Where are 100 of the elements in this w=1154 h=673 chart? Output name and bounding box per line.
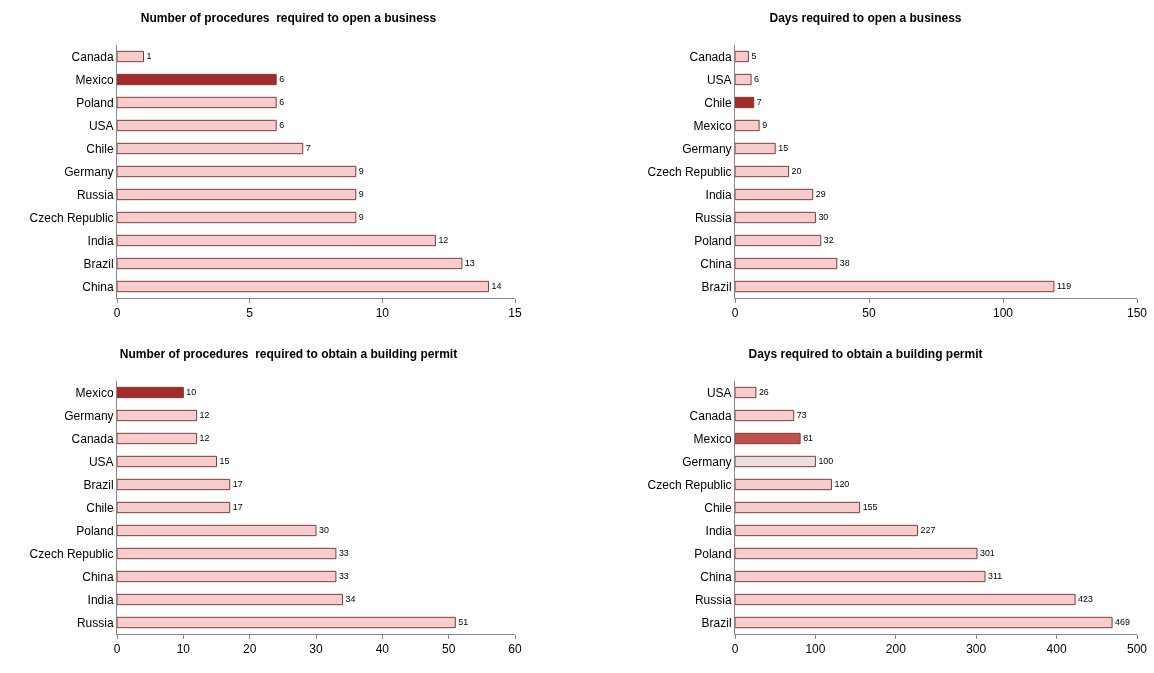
y-tick-label: China [82, 279, 114, 294]
y-tick-label: India [87, 233, 114, 248]
y-tick-label: Czech Republic [29, 210, 114, 225]
y-tick-label: Czech Republic [29, 546, 114, 561]
y-tick-label: Germany [64, 164, 114, 179]
y-tick-label: Mexico [75, 72, 114, 87]
bar [117, 211, 357, 224]
bar [735, 211, 816, 224]
bar [735, 165, 790, 178]
data-label: 1 [146, 51, 152, 62]
x-tick-label: 0 [113, 306, 121, 321]
y-tick-label: Canada [689, 408, 732, 423]
bar [735, 409, 795, 422]
bar [735, 478, 832, 491]
data-label: 81 [803, 433, 814, 444]
data-label: 7 [756, 97, 762, 108]
y-tick-label: Canada [71, 431, 114, 446]
y-tick-label: India [705, 187, 732, 202]
y-tick-label: Brazil [701, 615, 732, 630]
y-tick-label: USA [88, 454, 114, 469]
x-tick-label: 0 [731, 306, 739, 321]
y-tick-label: China [82, 569, 114, 584]
chart-title: Days required to open a business [769, 10, 962, 25]
bar [735, 570, 986, 583]
data-label: 33 [338, 571, 349, 582]
x-tick-label: 0 [731, 642, 739, 657]
data-label: 73 [796, 410, 807, 421]
y-tick-label: Poland [694, 233, 732, 248]
bar [117, 165, 357, 178]
data-label: 13 [464, 258, 475, 269]
x-tick-label: 400 [1046, 642, 1067, 657]
data-label: 9 [358, 212, 364, 223]
y-tick-label: Russia [694, 210, 732, 225]
bar [117, 234, 436, 247]
bar [117, 501, 231, 514]
y-tick-label: Russia [694, 592, 732, 607]
y-tick-label: Russia [76, 615, 114, 630]
bar [117, 188, 357, 201]
x-tick-label: 10 [176, 642, 191, 657]
bar [735, 257, 838, 270]
data-label: 17 [232, 502, 243, 513]
data-label: 15 [778, 143, 789, 154]
y-tick-label: Germany [682, 454, 732, 469]
bar [735, 593, 1076, 606]
data-label: 17 [232, 479, 243, 490]
chart-title: Number of procedures required to obtain a building permit [119, 346, 458, 361]
data-label: 30 [319, 525, 329, 536]
data-label: 9 [762, 120, 768, 131]
data-label: 155 [862, 502, 878, 513]
x-tick-label: 300 [966, 642, 987, 657]
y-tick-label: Mexico [693, 431, 732, 446]
bar [117, 73, 277, 86]
data-label: 15 [219, 456, 230, 467]
y-tick-label: India [87, 592, 114, 607]
y-tick-label: Poland [76, 95, 114, 110]
x-tick-label: 150 [1126, 306, 1148, 321]
bar [735, 188, 814, 201]
bar [735, 386, 757, 399]
bar [117, 119, 277, 132]
x-tick-label: 5 [246, 306, 254, 321]
bar [735, 96, 755, 109]
data-label: 227 [920, 525, 936, 536]
data-label: 6 [279, 97, 285, 108]
bar [117, 96, 277, 109]
data-label: 14 [491, 281, 502, 292]
bar [735, 50, 749, 63]
x-tick-label: 100 [992, 306, 1014, 321]
y-tick-label: Czech Republic [647, 477, 732, 492]
x-tick-label: 60 [508, 642, 522, 657]
data-label: 32 [823, 235, 834, 246]
x-tick-label: 500 [1126, 642, 1148, 657]
data-label: 29 [815, 189, 826, 200]
data-label: 20 [791, 166, 802, 177]
data-label: 119 [1056, 281, 1072, 292]
data-label: 5 [751, 51, 757, 62]
data-label: 38 [839, 258, 850, 269]
data-label: 12 [199, 433, 210, 444]
y-tick-label: USA [706, 72, 732, 87]
data-label: 51 [458, 617, 469, 628]
y-tick-label: USA [706, 385, 732, 400]
y-tick-label: Chile [704, 500, 732, 515]
x-tick-label: 50 [441, 642, 456, 657]
x-tick-label: 40 [375, 642, 390, 657]
data-label: 469 [1115, 617, 1130, 628]
y-tick-label: Czech Republic [647, 164, 732, 179]
data-label: 6 [279, 74, 285, 85]
y-tick-label: Chile [86, 141, 114, 156]
bar [735, 73, 752, 86]
bar [117, 524, 317, 537]
y-tick-label: China [700, 256, 732, 271]
data-label: 301 [980, 548, 995, 559]
bar [735, 142, 776, 155]
y-tick-label: Brazil [701, 279, 732, 294]
x-tick-label: 200 [885, 642, 907, 657]
data-label: 9 [358, 166, 364, 177]
bar [117, 455, 217, 468]
data-label: 6 [754, 74, 760, 85]
data-label: 10 [186, 387, 197, 398]
y-tick-label: Canada [71, 49, 114, 64]
data-label: 9 [358, 189, 364, 200]
